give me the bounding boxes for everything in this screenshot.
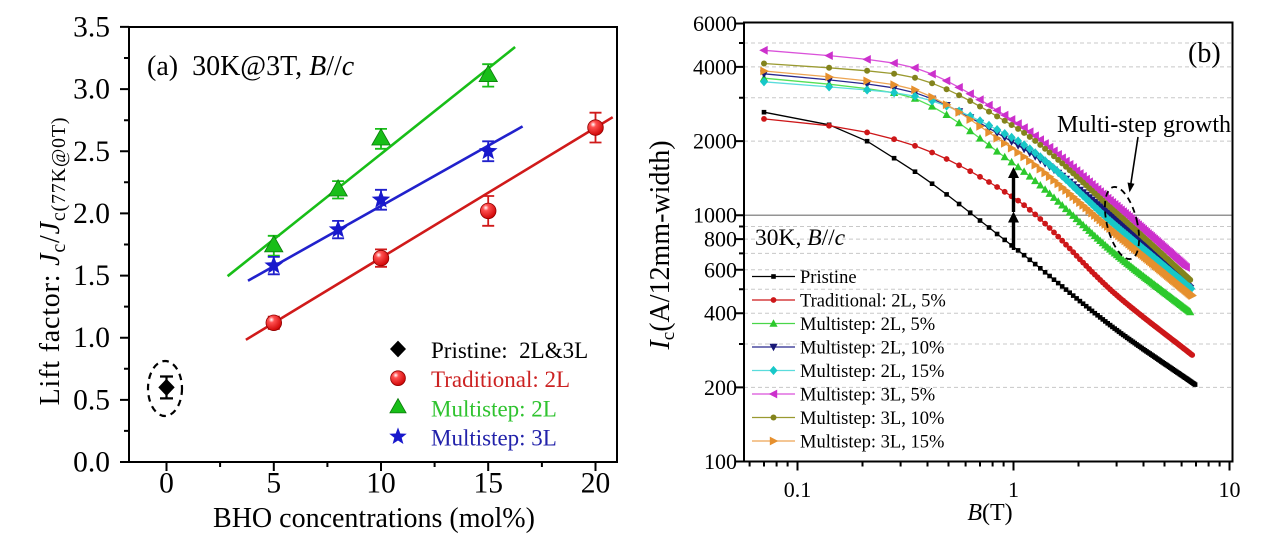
svg-text:100: 100 — [704, 449, 737, 474]
svg-text:0: 0 — [159, 468, 174, 500]
svg-text:1.5: 1.5 — [73, 260, 110, 292]
svg-text:2.5: 2.5 — [73, 136, 110, 168]
svg-text:Multistep: 3L, 5%: Multistep: 3L, 5% — [800, 386, 935, 406]
svg-text:800: 800 — [704, 227, 737, 252]
svg-text:3.5: 3.5 — [73, 11, 110, 43]
svg-text:3.0: 3.0 — [73, 74, 110, 106]
svg-text:6000: 6000 — [693, 11, 737, 36]
svg-text:1: 1 — [1008, 477, 1019, 502]
svg-text:Multistep: 2L: Multistep: 2L — [431, 396, 557, 421]
svg-text:Multistep: 2L, 5%: Multistep: 2L, 5% — [800, 315, 935, 335]
svg-text:10: 10 — [1219, 477, 1241, 502]
svg-text:Multistep: 3L, 10%: Multistep: 3L, 10% — [800, 409, 944, 429]
svg-text:(a) 30K@3T, B//c: (a) 30K@3T, B//c — [147, 51, 355, 82]
svg-text:Multistep: 3L: Multistep: 3L — [431, 426, 557, 451]
svg-text:Multi-step growth: Multi-step growth — [1057, 112, 1231, 138]
svg-text:Traditional: 2L, 5%: Traditional: 2L, 5% — [800, 292, 946, 312]
svg-text:BHO concentrations (mol%): BHO concentrations (mol%) — [213, 503, 535, 534]
svg-text:200: 200 — [704, 375, 737, 400]
svg-text:Multistep: 2L, 10%: Multistep: 2L, 10% — [800, 339, 944, 359]
svg-text:1000: 1000 — [693, 203, 737, 228]
svg-text:15: 15 — [473, 468, 503, 500]
svg-text:400: 400 — [704, 301, 737, 326]
svg-text:Multistep: 3L, 15%: Multistep: 3L, 15% — [800, 433, 944, 453]
svg-text:2.0: 2.0 — [73, 198, 110, 230]
svg-text:20: 20 — [581, 468, 611, 500]
svg-text:B(T): B(T) — [967, 500, 1012, 526]
svg-text:Multistep: 2L, 15%: Multistep: 2L, 15% — [800, 362, 944, 382]
svg-text:2000: 2000 — [693, 129, 737, 154]
svg-text:30K, B//c: 30K, B//c — [755, 225, 846, 251]
svg-text:Pristine: 2L&3L: Pristine: 2L&3L — [431, 338, 588, 363]
svg-text:Traditional: 2L: Traditional: 2L — [431, 367, 570, 392]
svg-text:10: 10 — [366, 468, 396, 500]
svg-text:1.0: 1.0 — [73, 322, 110, 354]
svg-text:(b): (b) — [1188, 38, 1221, 69]
svg-text:Pristine: Pristine — [800, 268, 857, 288]
svg-text:5: 5 — [266, 468, 281, 500]
svg-text:4000: 4000 — [693, 54, 737, 79]
svg-text:0.1: 0.1 — [784, 477, 812, 502]
svg-text:Ic(A/12mm-width): Ic(A/12mm-width) — [645, 140, 679, 350]
svg-text:0.0: 0.0 — [73, 447, 110, 479]
svg-text:600: 600 — [704, 257, 737, 282]
svg-text:0.5: 0.5 — [73, 384, 110, 416]
